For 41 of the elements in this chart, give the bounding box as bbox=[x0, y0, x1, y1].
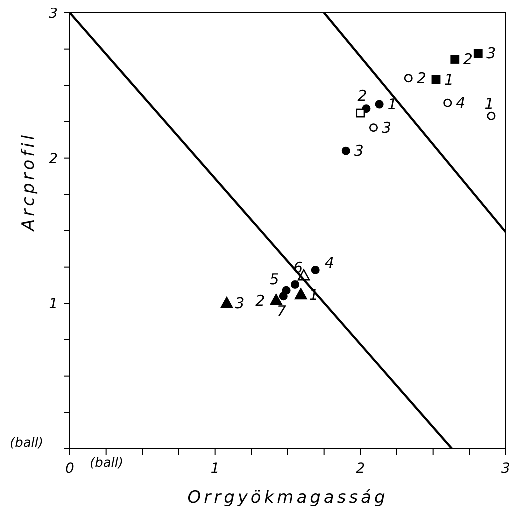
annotation: 5 bbox=[270, 270, 280, 289]
text: (ball) bbox=[90, 456, 124, 471]
annotation: 1 bbox=[484, 95, 494, 114]
point bbox=[291, 280, 300, 290]
point bbox=[311, 266, 320, 274]
annotation: 1 bbox=[388, 96, 398, 114]
y-axis-title: Arcprofil bbox=[19, 132, 40, 232]
point bbox=[474, 49, 483, 58]
point bbox=[270, 294, 283, 306]
x-axis-title: Orrgyökmagasság bbox=[188, 488, 388, 508]
annotation: 1 bbox=[444, 70, 454, 89]
point bbox=[375, 100, 384, 109]
point bbox=[279, 292, 288, 301]
annotation: 2 bbox=[463, 50, 473, 69]
point bbox=[356, 108, 366, 118]
annotation: 2 bbox=[358, 86, 368, 105]
annotation: 4 bbox=[324, 254, 334, 272]
annotation: 2 bbox=[256, 292, 266, 310]
point bbox=[369, 124, 378, 132]
y-tick-label: 2 bbox=[49, 151, 58, 168]
point bbox=[450, 55, 460, 64]
x-tick-label: 2 bbox=[356, 461, 366, 477]
point bbox=[220, 297, 234, 308]
point bbox=[404, 74, 413, 83]
point bbox=[432, 75, 441, 84]
annotation: 3 bbox=[235, 294, 245, 313]
point bbox=[444, 98, 452, 108]
text: (ball) bbox=[10, 436, 44, 451]
x-tick-label: 3 bbox=[502, 461, 510, 477]
annotation: 3 bbox=[486, 44, 496, 63]
point bbox=[487, 112, 496, 120]
annotation: 3 bbox=[382, 118, 392, 137]
y-tick-label: 1 bbox=[49, 296, 58, 313]
point bbox=[342, 146, 350, 156]
annotation: 2 bbox=[416, 69, 426, 88]
annotation: 3 bbox=[354, 142, 364, 160]
point bbox=[294, 288, 308, 300]
annotation: 7 bbox=[276, 302, 287, 320]
x-tick-label: 0 bbox=[66, 461, 75, 477]
annotation: 4 bbox=[456, 94, 466, 112]
x-tick-label: 1 bbox=[210, 461, 220, 477]
